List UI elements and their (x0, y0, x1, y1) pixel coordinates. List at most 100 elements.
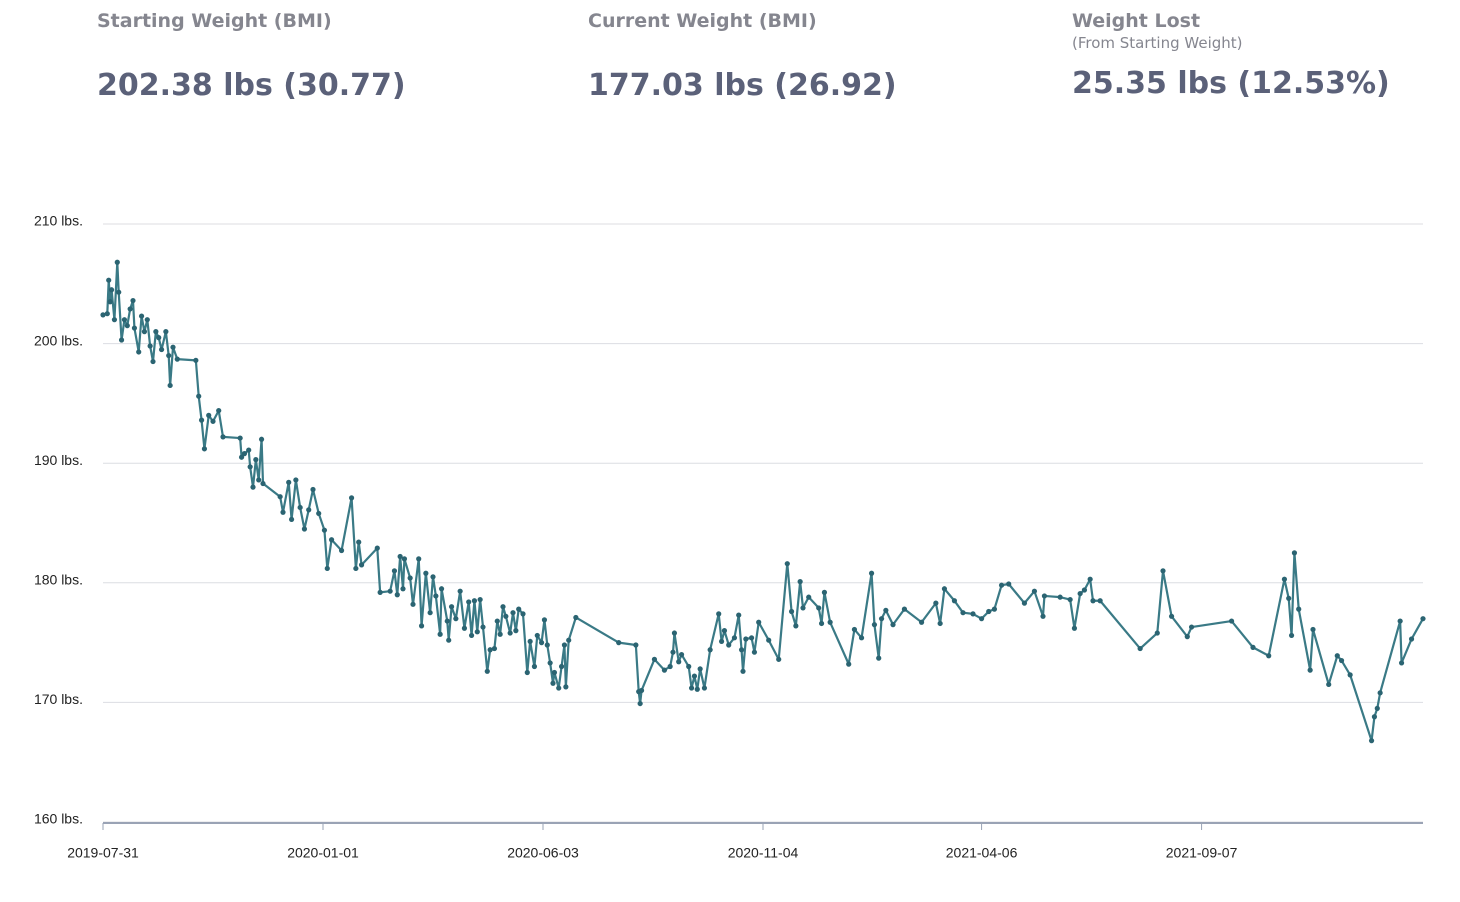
weight-point (901, 606, 908, 612)
weight-point (1154, 630, 1160, 636)
weight-point (1398, 660, 1405, 666)
weight-point (196, 393, 202, 399)
weight-point (453, 616, 459, 622)
weight-point (437, 631, 443, 637)
weight-point (356, 539, 362, 545)
weight-point (736, 612, 742, 618)
weight-point (890, 622, 896, 628)
weight-point (156, 335, 162, 341)
weight-point (978, 616, 985, 622)
stat-label: Current Weight (BMI) (588, 10, 817, 32)
weight-point (816, 605, 822, 611)
y-tick-label: 160 lbs. (34, 811, 83, 827)
weight-point (1338, 657, 1345, 664)
weight-point (210, 418, 216, 424)
weight-point (743, 636, 749, 642)
weight-point (141, 329, 148, 335)
weight-point (671, 630, 678, 636)
weight-point (438, 586, 445, 592)
weight-point (1090, 598, 1096, 604)
weight-point (1347, 672, 1353, 678)
weight-point (201, 446, 208, 452)
weight-point (960, 610, 966, 616)
weight-point (1071, 625, 1078, 631)
weight-point (637, 700, 643, 707)
weight-point (726, 642, 732, 648)
weight-point (633, 642, 639, 648)
weight-point (788, 608, 795, 615)
weight-point (1184, 634, 1190, 640)
weight-point (446, 637, 452, 643)
weight-point (756, 619, 762, 625)
weight-point (121, 317, 128, 323)
weight-point (697, 666, 703, 672)
weight-point (166, 352, 172, 359)
weight-point (970, 611, 976, 617)
weight-point (324, 565, 330, 572)
weight-point (563, 684, 569, 690)
x-tick-label: 2021-04-06 (946, 845, 1018, 861)
weight-point (507, 630, 513, 636)
weight-point (153, 329, 159, 335)
weight-point (651, 656, 658, 662)
weight-point (1377, 690, 1383, 696)
y-tick-label: 170 lbs. (34, 691, 83, 707)
weight-point (691, 673, 698, 679)
weight-point (541, 617, 548, 623)
weight-point (510, 610, 516, 616)
weight-point (198, 417, 205, 423)
weight-point (1288, 632, 1295, 639)
weight-line (102, 261, 1424, 742)
weight-point (991, 606, 998, 612)
weight-point (353, 565, 359, 572)
weight-point (784, 561, 790, 567)
weight-point (286, 479, 292, 485)
weight-point (297, 504, 303, 511)
weight-point (377, 589, 383, 595)
weight-point (106, 277, 112, 283)
weight-point (1397, 618, 1403, 624)
weight-point (616, 640, 622, 646)
weight-point (1021, 600, 1028, 606)
weight-point (661, 667, 668, 673)
weight-point (1250, 644, 1256, 650)
weight-point (401, 556, 408, 562)
weight-point (174, 356, 180, 362)
weight-point (158, 346, 165, 353)
weight-point (410, 601, 416, 607)
weight-point (138, 313, 145, 319)
weight-point (688, 685, 695, 691)
weight-point (531, 663, 538, 670)
weight-point (740, 668, 746, 674)
weight-point (556, 685, 562, 691)
weight-point (851, 626, 858, 633)
weight-point (827, 619, 833, 625)
weight-point (1087, 576, 1093, 582)
stat-lost: Weight Lost (From Starting Weight) 25.35… (1072, 10, 1390, 101)
weight-point (494, 618, 500, 624)
weight-point (686, 663, 692, 670)
weight-point (520, 611, 526, 617)
weight-point (247, 464, 253, 470)
weight-point (131, 325, 138, 331)
weight-point (487, 647, 493, 653)
weight-point (116, 289, 122, 295)
y-tick-label: 200 lbs. (34, 332, 83, 348)
weight-point (876, 655, 882, 661)
weight-point (738, 647, 745, 653)
stat-value: 202.38 lbs (30.77) (97, 68, 406, 103)
weight-point (466, 599, 472, 605)
y-tick-label: 190 lbs. (34, 452, 83, 468)
weight-point (394, 592, 400, 598)
weight-point (241, 451, 248, 457)
weight-point (484, 668, 490, 674)
weight-point (258, 436, 265, 442)
x-tick-label: 2020-11-04 (728, 845, 799, 861)
weight-point (338, 547, 345, 554)
weight-point (751, 649, 758, 655)
weight-point (147, 343, 153, 349)
y-tick-label: 210 lbs. (34, 213, 83, 229)
weight-point (1266, 653, 1272, 659)
